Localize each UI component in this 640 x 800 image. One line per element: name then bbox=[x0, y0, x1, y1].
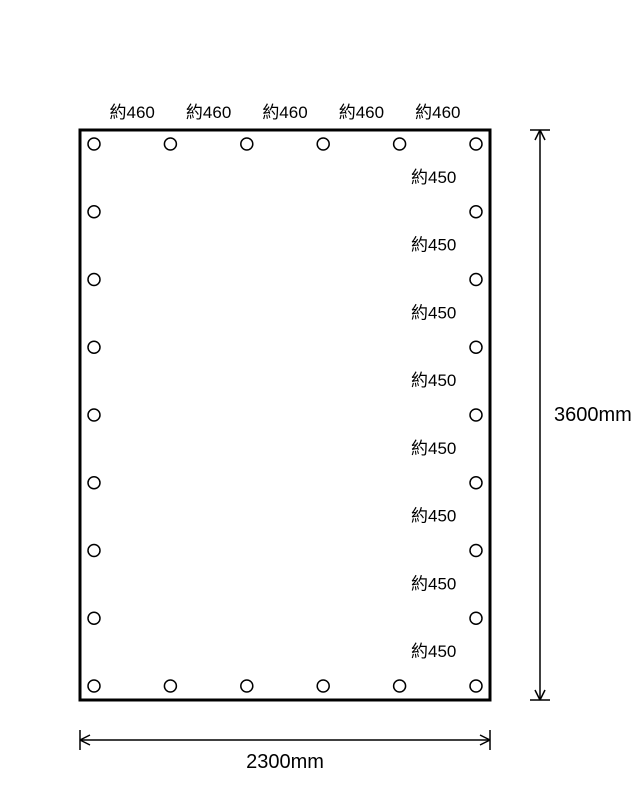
right-spacing-label: 約450 bbox=[411, 371, 456, 390]
grommet bbox=[88, 545, 100, 557]
grommet bbox=[88, 138, 100, 150]
grommet bbox=[88, 206, 100, 218]
grommet bbox=[88, 612, 100, 624]
top-spacing-label: 約460 bbox=[262, 103, 307, 122]
diagram-container: 約460 約460 約460 約460 約460 約450 約450 約450 約450 約450… bbox=[0, 0, 640, 800]
height-label: 3600mm bbox=[554, 404, 632, 426]
right-spacing-label: 約450 bbox=[411, 507, 456, 526]
grommet bbox=[241, 138, 253, 150]
grommet bbox=[470, 680, 482, 692]
grommet bbox=[470, 138, 482, 150]
tarp-schematic: 約460 約460 約460 約460 約460 約450 約450 約450 約450 約450… bbox=[0, 0, 640, 800]
grommet bbox=[317, 138, 329, 150]
grommet bbox=[470, 409, 482, 421]
grommet bbox=[470, 341, 482, 353]
grommet bbox=[88, 680, 100, 692]
sheet-outline bbox=[80, 130, 490, 700]
right-spacing-label: 約450 bbox=[411, 236, 456, 255]
grommet bbox=[470, 612, 482, 624]
grommet bbox=[88, 409, 100, 421]
right-spacing-label: 約450 bbox=[411, 303, 456, 322]
grommet bbox=[470, 206, 482, 218]
top-spacing-label: 約460 bbox=[186, 103, 231, 122]
grommet bbox=[317, 680, 329, 692]
grommet bbox=[88, 477, 100, 489]
grommet bbox=[241, 680, 253, 692]
grommet bbox=[394, 138, 406, 150]
width-label: 2300mm bbox=[246, 751, 324, 773]
grommet bbox=[164, 138, 176, 150]
grommet bbox=[470, 477, 482, 489]
right-spacing-label: 約450 bbox=[411, 439, 456, 458]
grommet bbox=[470, 274, 482, 286]
grommet bbox=[470, 545, 482, 557]
grommet bbox=[164, 680, 176, 692]
top-spacing-label: 約460 bbox=[415, 103, 460, 122]
right-spacing-label: 約450 bbox=[411, 168, 456, 187]
right-spacing-label: 約450 bbox=[411, 574, 456, 593]
grommet bbox=[88, 274, 100, 286]
grommet bbox=[88, 341, 100, 353]
top-spacing-label: 約460 bbox=[339, 103, 384, 122]
grommet bbox=[394, 680, 406, 692]
right-spacing-label: 約450 bbox=[411, 642, 456, 661]
top-spacing-label: 約460 bbox=[110, 103, 155, 122]
